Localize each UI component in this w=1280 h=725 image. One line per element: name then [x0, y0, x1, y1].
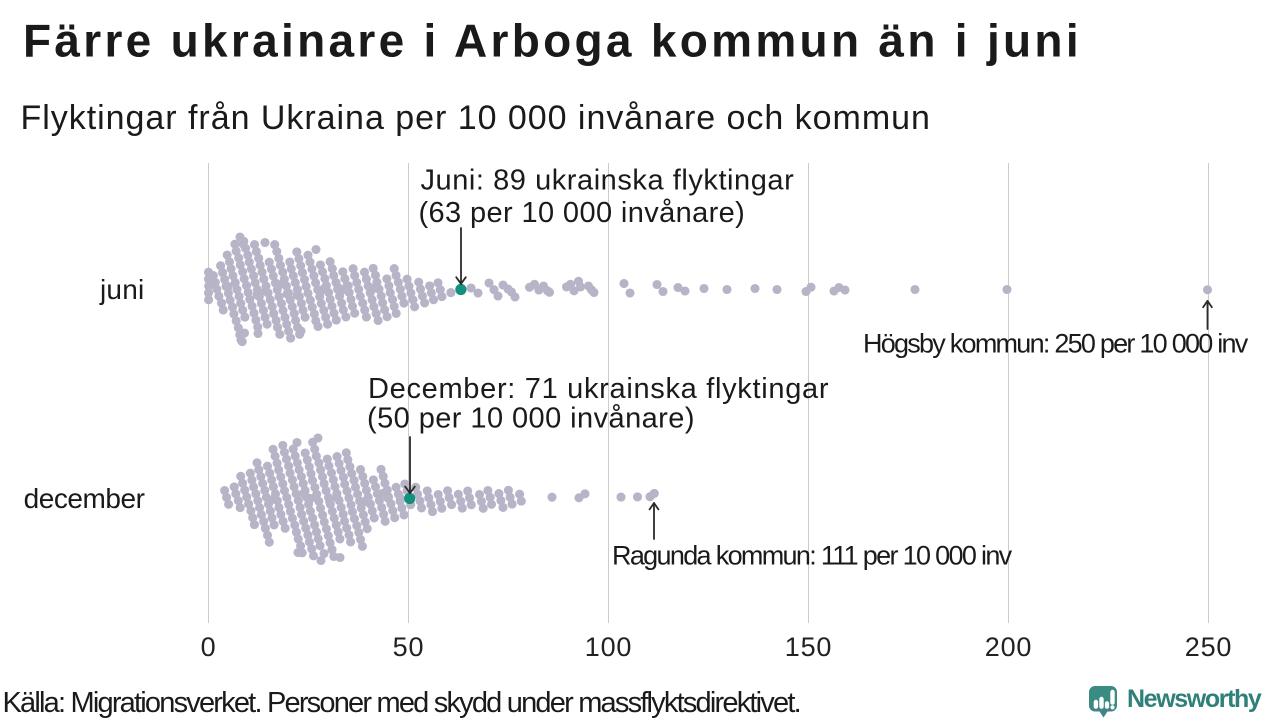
svg-text:Högsby kommun: 250 per 10 000: Högsby kommun: 250 per 10 000 inv [863, 329, 1249, 359]
svg-text:100: 100 [585, 632, 632, 662]
svg-text:Flyktingar från Ukraina per 10: Flyktingar från Ukraina per 10 000 invån… [21, 99, 931, 137]
svg-text:200: 200 [985, 632, 1032, 662]
svg-text:Färre ukrainare i Arboga kommu: Färre ukrainare i Arboga kommun än i jun… [23, 15, 1082, 67]
svg-text:December: 71 ukrainska flyktin: December: 71 ukrainska flyktingar [368, 373, 829, 405]
svg-text:juni: juni [99, 274, 145, 305]
svg-text:Juni: 89 ukrainska flyktingar: Juni: 89 ukrainska flyktingar [421, 165, 795, 197]
svg-text:150: 150 [785, 632, 832, 662]
svg-text:0: 0 [201, 632, 217, 662]
svg-text:250: 250 [1185, 632, 1232, 662]
svg-text:Newsworthy: Newsworthy [1127, 685, 1262, 713]
svg-text:(63 per 10 000 invånare): (63 per 10 000 invånare) [419, 197, 746, 229]
svg-text:Ragunda kommun: 111 per 10 000: Ragunda kommun: 111 per 10 000 inv [612, 541, 1013, 571]
svg-text:(50 per 10 000 invånare): (50 per 10 000 invånare) [367, 403, 695, 435]
svg-text:50: 50 [393, 632, 425, 662]
svg-text:Källa: Migrationsverket. Perso: Källa: Migrationsverket. Personer med sk… [3, 687, 800, 719]
svg-text:december: december [24, 483, 145, 514]
